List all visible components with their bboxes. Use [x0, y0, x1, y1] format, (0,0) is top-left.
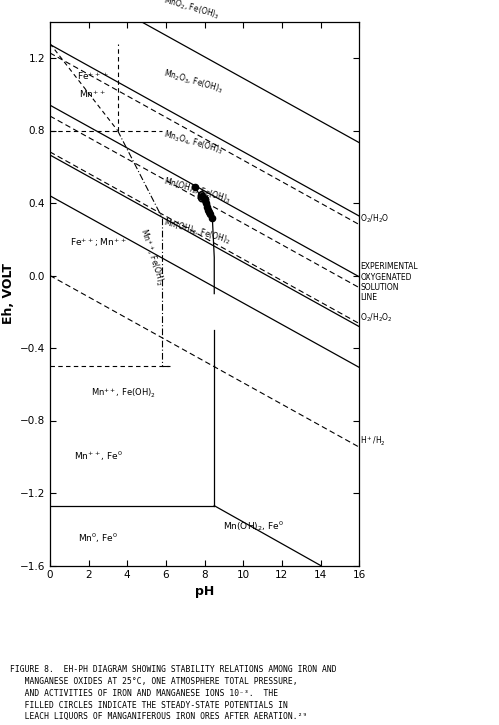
Point: [205, 204, 213, 216]
Point: [201, 194, 209, 205]
Text: Mn(OH)$_2$, Fe(OH)$_2$: Mn(OH)$_2$, Fe(OH)$_2$: [162, 216, 232, 247]
Text: Fe$^{+++}$: Fe$^{+++}$: [77, 70, 108, 82]
Point: [209, 212, 217, 223]
Text: O$_2$/H$_2$O$_2$: O$_2$/H$_2$O$_2$: [360, 312, 393, 324]
Text: Mn$^{++}$, Fe$^0$: Mn$^{++}$, Fe$^0$: [74, 450, 123, 463]
Point: [202, 197, 210, 209]
Text: Mn$_2$O$_3$, Fe(OH)$_3$: Mn$_2$O$_3$, Fe(OH)$_3$: [162, 67, 225, 96]
Text: Mn$^{++}$, Fe(OH)$_2$: Mn$^{++}$, Fe(OH)$_2$: [136, 227, 167, 288]
Text: Mn(OH)$_2$, Fe$^0$: Mn(OH)$_2$, Fe$^0$: [223, 518, 283, 533]
X-axis label: pH: pH: [195, 584, 214, 597]
Point: [198, 190, 206, 202]
Text: O$_2$/H$_2$O: O$_2$/H$_2$O: [360, 213, 389, 225]
Text: Mn$^{++}$: Mn$^{++}$: [79, 88, 106, 100]
Point: [206, 207, 214, 218]
Text: H$^+$/H$_2$: H$^+$/H$_2$: [360, 435, 386, 448]
Text: FIGURE 8.  EH-PH DIAGRAM SHOWING STABILITY RELATIONS AMONG IRON AND
   MANGANESE: FIGURE 8. EH-PH DIAGRAM SHOWING STABILIT…: [10, 665, 337, 721]
Text: Mn$^0$, Fe$^0$: Mn$^0$, Fe$^0$: [78, 531, 118, 545]
Point: [207, 208, 215, 220]
Text: Fe$^{++}$; Mn$^{++}$: Fe$^{++}$; Mn$^{++}$: [70, 236, 127, 249]
Text: Mn(OH)$_2$, Fe(OH)$_3$: Mn(OH)$_2$, Fe(OH)$_3$: [162, 175, 233, 207]
Text: MnO$_2$, Fe(OH)$_3$: MnO$_2$, Fe(OH)$_3$: [162, 0, 221, 22]
Text: EXPERIMENTAL
OXYGENATED
SOLUTION
LINE: EXPERIMENTAL OXYGENATED SOLUTION LINE: [360, 262, 418, 302]
Text: Mn$^{++}$, Fe(OH)$_2$: Mn$^{++}$, Fe(OH)$_2$: [91, 386, 156, 400]
Text: Mn$_3$O$_4$, Fe(OH)$_3$: Mn$_3$O$_4$, Fe(OH)$_3$: [162, 128, 225, 157]
Point: [203, 201, 211, 212]
Y-axis label: Eh, VOLT: Eh, VOLT: [2, 263, 15, 324]
Point: [191, 181, 199, 193]
